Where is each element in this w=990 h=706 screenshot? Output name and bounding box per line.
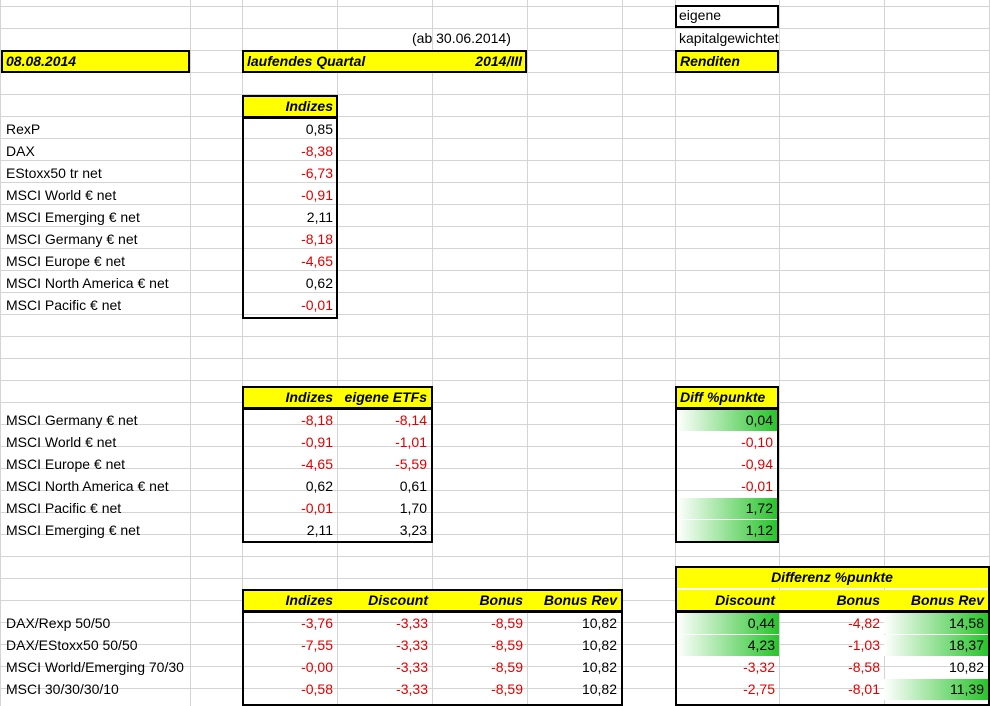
portfolio-discount-cell[interactable]: -3,33 (396, 681, 428, 697)
portfolio-discount-cell[interactable]: -3,33 (396, 637, 428, 653)
portfolio-discount-cell[interactable]: -3,33 (396, 615, 428, 631)
diff-bonus-cell[interactable]: -8,01 (848, 681, 880, 697)
diff-bonus-cell[interactable]: -4,82 (848, 615, 880, 631)
portfolio-bonus-rev-cell[interactable]: 10,82 (581, 681, 617, 697)
etf-index-value-cell[interactable]: -0,91 (301, 434, 333, 450)
diff-bonus-rev-cell[interactable]: 11,39 (884, 679, 988, 700)
index-name-cell[interactable]: MSCI World € net (6, 187, 117, 203)
index-value-cell[interactable]: 2,11 (306, 209, 333, 225)
etf-index-value-cell[interactable]: -8,18 (301, 412, 333, 428)
laufendes-quartal-cell[interactable]: laufendes Quartal (243, 51, 526, 72)
section3-discount-header[interactable]: Discount (337, 590, 432, 611)
section3-bonus-header[interactable]: Bonus (432, 590, 527, 611)
index-name-cell[interactable]: MSCI Pacific € net (6, 297, 122, 313)
portfolio-bonus-cell[interactable]: -8,59 (491, 637, 523, 653)
index-value-cell[interactable]: -0,91 (301, 187, 333, 203)
diff-bonus-cell[interactable]: -8,58 (848, 659, 880, 675)
diff-discount-cell[interactable]: 4,23 (677, 635, 779, 656)
etf-name-cell[interactable]: MSCI North America € net (6, 478, 169, 494)
diff-value-cell[interactable]: -0,01 (741, 478, 773, 494)
index-name-cell[interactable]: MSCI Europe € net (6, 253, 126, 269)
diff-discount-header[interactable]: Discount (676, 590, 779, 611)
etf-name-cell[interactable]: MSCI Europe € net (6, 456, 126, 472)
index-value-cell[interactable]: 0,85 (305, 121, 333, 137)
etf-value-cell[interactable]: 0,61 (399, 478, 427, 494)
index-name-cell[interactable]: MSCI Emerging € net (6, 209, 140, 225)
etf-value-cell[interactable]: -8,14 (395, 412, 427, 428)
diff-value-cell[interactable]: -0,94 (741, 456, 773, 472)
portfolio-name-cell[interactable]: MSCI World/Emerging 70/30 (6, 659, 184, 675)
index-name-cell[interactable]: EStoxx50 tr net (6, 165, 102, 181)
portfolio-bonus-rev-cell[interactable]: 10,82 (581, 659, 617, 675)
etf-index-value-cell[interactable]: 2,11 (306, 522, 333, 538)
portfolio-bonus-rev-cell[interactable]: 10,82 (581, 615, 617, 631)
index-value-cell[interactable]: -0,01 (301, 297, 333, 313)
etf-name-cell[interactable]: MSCI Germany € net (6, 412, 138, 428)
etf-value-cell[interactable]: 1,70 (399, 500, 427, 516)
portfolio-name-cell[interactable]: DAX/Rexp 50/50 (6, 615, 111, 631)
index-name-cell[interactable]: MSCI Germany € net (6, 231, 138, 247)
etf-name-cell[interactable]: MSCI Pacific € net (6, 500, 122, 516)
index-name-cell[interactable]: DAX (6, 143, 35, 159)
etf-value-cell[interactable]: -5,59 (395, 456, 427, 472)
section2-etfs-header[interactable]: eigene ETFs (337, 387, 431, 408)
renditen-cell[interactable]: Renditen (676, 51, 778, 72)
index-value-cell[interactable]: -4,65 (301, 253, 333, 269)
section3-bonus-rev-header[interactable]: Bonus Rev (527, 590, 621, 611)
index-value-cell[interactable]: 0,62 (305, 275, 333, 291)
diff-value-cell[interactable]: -0,10 (741, 434, 773, 450)
portfolio-bonus-rev-cell[interactable]: 10,82 (581, 637, 617, 653)
portfolio-bonus-cell[interactable]: -8,59 (491, 615, 523, 631)
quartal-cell[interactable]: 2014/III (475, 53, 522, 69)
etf-value-cell[interactable]: -1,01 (395, 434, 427, 450)
diff-title-header[interactable]: Differenz %punkte (676, 567, 988, 588)
section1-indizes-header[interactable]: Indizes (243, 96, 337, 117)
diff-bonus-rev-cell[interactable]: 14,58 (884, 613, 988, 634)
diff-punkte-header[interactable]: Diff %punkte (676, 387, 778, 408)
diff-bonus-rev-cell[interactable]: 10,82 (948, 659, 984, 675)
diff-bonus-header[interactable]: Bonus (779, 590, 884, 611)
date-cell[interactable]: 08.08.2014 (2, 51, 189, 72)
diff-discount-cell[interactable]: -3,32 (743, 659, 775, 675)
section2-indizes-header[interactable]: Indizes (243, 387, 337, 408)
index-value-cell[interactable]: -8,18 (301, 231, 333, 247)
index-name-cell[interactable]: MSCI North America € net (6, 275, 169, 291)
diff-discount-cell[interactable]: -2,75 (743, 681, 775, 697)
portfolio-index-cell[interactable]: -7,55 (301, 637, 333, 653)
eigene-cell[interactable]: eigene (679, 7, 722, 23)
diff-value-cell[interactable]: 0,04 (677, 410, 777, 431)
portfolio-index-cell[interactable]: -0,58 (301, 681, 333, 697)
diff-bonus-cell[interactable]: -1,03 (848, 637, 880, 653)
section3-indizes-header[interactable]: Indizes (243, 590, 337, 611)
portfolio-bonus-cell[interactable]: -8,59 (491, 681, 523, 697)
index-name-cell[interactable]: RexP (6, 121, 41, 137)
diff-bonus-rev-cell[interactable]: 18,37 (884, 635, 988, 656)
portfolio-name-cell[interactable]: MSCI 30/30/30/10 (6, 681, 119, 697)
etf-index-value-cell[interactable]: -4,65 (301, 456, 333, 472)
ab-datum-cell[interactable]: (ab 30.06.2014) (412, 30, 511, 46)
diff-bonus-rev-header[interactable]: Bonus Rev (884, 590, 988, 611)
portfolio-index-cell[interactable]: -0,00 (301, 659, 333, 675)
diff-discount-cell[interactable]: 0,44 (677, 613, 779, 634)
etf-name-cell[interactable]: MSCI World € net (6, 434, 117, 450)
index-value-cell[interactable]: -6,73 (301, 165, 333, 181)
portfolio-name-cell[interactable]: DAX/EStoxx50 50/50 (6, 637, 138, 653)
etf-value-cell[interactable]: 3,23 (399, 522, 427, 538)
kapitalgewichtet-cell[interactable]: kapitalgewichtet (679, 30, 779, 46)
diff-value-cell[interactable]: 1,72 (677, 498, 777, 519)
diff-value-cell[interactable]: 1,12 (677, 520, 777, 541)
portfolio-index-cell[interactable]: -3,76 (301, 615, 333, 631)
etf-index-value-cell[interactable]: 0,62 (305, 478, 333, 494)
etf-index-value-cell[interactable]: -0,01 (301, 500, 333, 516)
portfolio-bonus-cell[interactable]: -8,59 (491, 659, 523, 675)
index-value-cell[interactable]: -8,38 (301, 143, 333, 159)
etf-name-cell[interactable]: MSCI Emerging € net (6, 522, 140, 538)
portfolio-discount-cell[interactable]: -3,33 (396, 659, 428, 675)
